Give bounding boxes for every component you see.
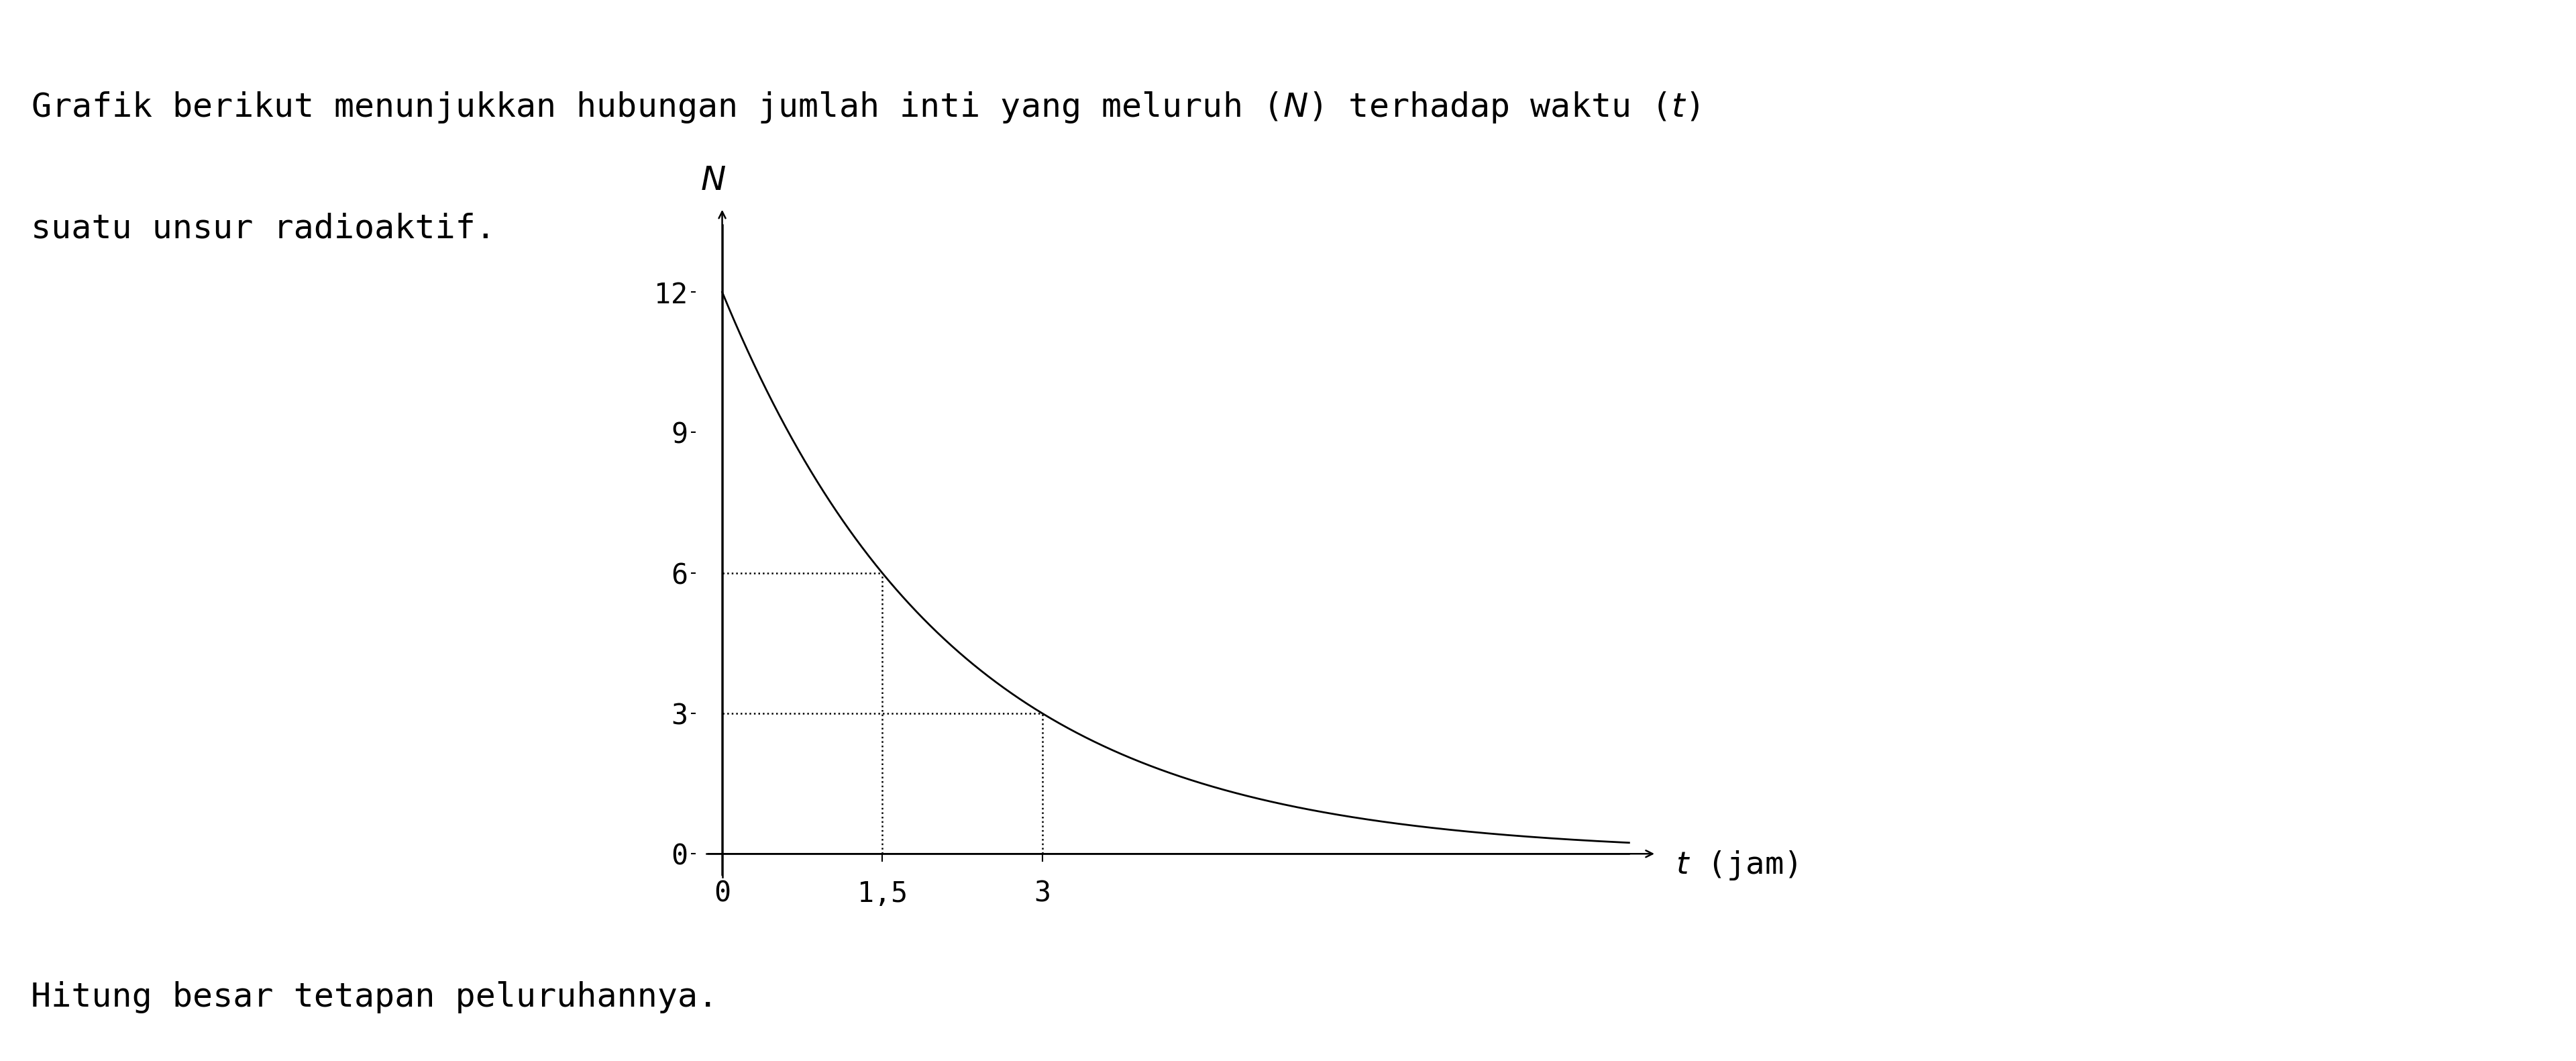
Text: 0: 0 (714, 880, 732, 908)
Text: Hitung besar tetapan peluruhannya.: Hitung besar tetapan peluruhannya. (31, 981, 719, 1013)
Text: N: N (701, 164, 726, 196)
Text: 3: 3 (1033, 880, 1051, 908)
Text: suatu unsur radioaktif.: suatu unsur radioaktif. (31, 212, 495, 244)
Text: $\mathit{t}$ (jam): $\mathit{t}$ (jam) (1677, 849, 1798, 882)
Text: Grafik berikut menunjukkan hubungan jumlah inti yang meluruh ($\mathit{N}$) terh: Grafik berikut menunjukkan hubungan juml… (31, 90, 1700, 125)
Text: 1,5: 1,5 (858, 880, 907, 908)
